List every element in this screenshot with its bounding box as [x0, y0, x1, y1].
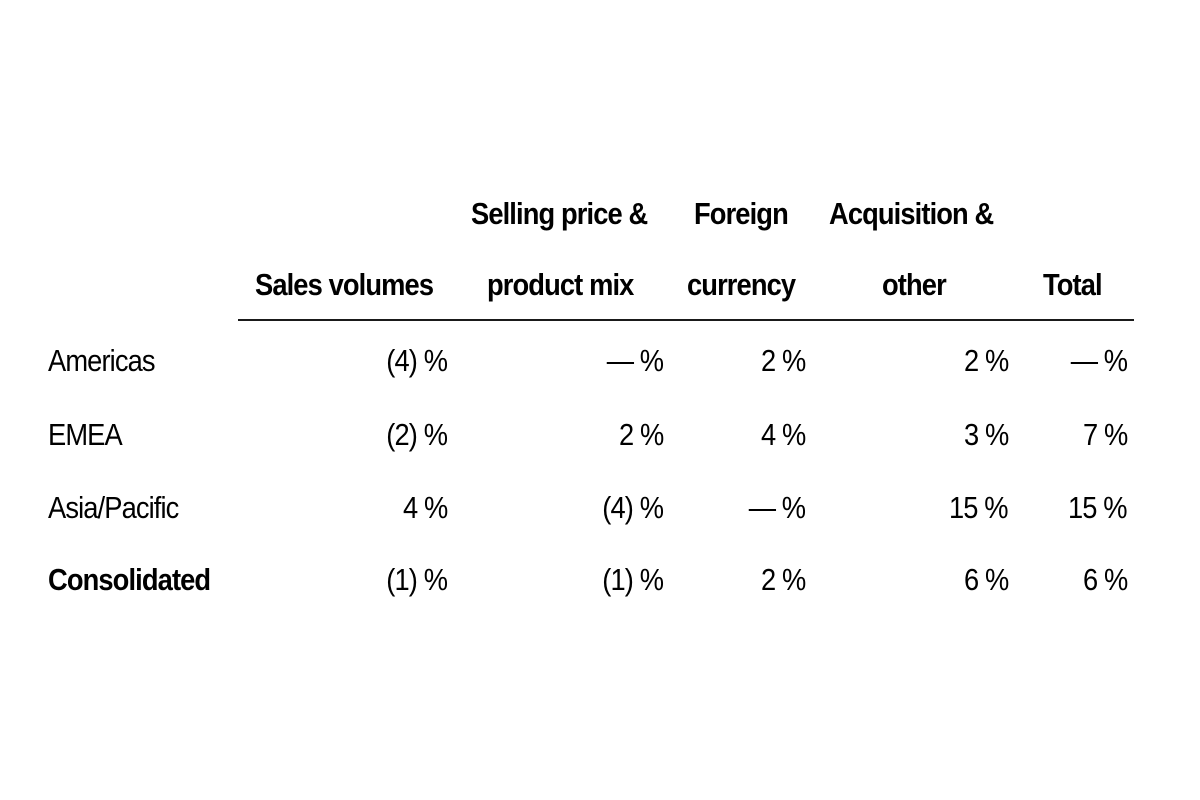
cell-asia-pacific-sales-volumes: 4 %: [402, 490, 448, 525]
cell-consolidated-currency: 2 %: [760, 562, 806, 597]
header-rule: [238, 319, 1134, 321]
row-label-asia-pacific: Asia/Pacific: [48, 490, 179, 525]
column-header-currency-line1: Foreign: [694, 196, 789, 231]
cell-consolidated-total: 6 %: [1082, 562, 1128, 597]
column-header-price-mix-line1: Selling price &: [471, 196, 648, 231]
cell-asia-pacific-acquisition: 15 %: [949, 490, 1009, 525]
cell-consolidated-sales-volumes: (1) %: [386, 562, 448, 597]
cell-asia-pacific-currency: — %: [748, 490, 806, 525]
column-header-total: Total: [1043, 267, 1103, 302]
row-label-emea: EMEA: [48, 417, 123, 452]
cell-americas-sales-volumes: (4) %: [386, 343, 448, 378]
cell-americas-price-mix: — %: [606, 343, 664, 378]
cell-asia-pacific-price-mix: (4) %: [602, 490, 664, 525]
cell-americas-acquisition: 2 %: [963, 343, 1009, 378]
cell-emea-currency: 4 %: [760, 417, 806, 452]
cell-emea-sales-volumes: (2) %: [386, 417, 448, 452]
row-label-americas: Americas: [48, 343, 156, 378]
cell-emea-price-mix: 2 %: [618, 417, 664, 452]
column-header-acquisition-line2: other: [882, 267, 947, 302]
cell-consolidated-price-mix: (1) %: [602, 562, 664, 597]
cell-americas-currency: 2 %: [760, 343, 806, 378]
cell-americas-total: — %: [1070, 343, 1128, 378]
column-header-price-mix-line2: product mix: [487, 267, 634, 302]
column-header-acquisition-line1: Acquisition &: [829, 196, 994, 231]
cell-consolidated-acquisition: 6 %: [963, 562, 1009, 597]
column-header-currency-line2: currency: [687, 267, 796, 302]
column-header-sales-volumes: Sales volumes: [255, 267, 434, 302]
row-label-consolidated: Consolidated: [48, 562, 211, 597]
cell-emea-total: 7 %: [1082, 417, 1128, 452]
cell-emea-acquisition: 3 %: [963, 417, 1009, 452]
cell-asia-pacific-total: 15 %: [1068, 490, 1128, 525]
